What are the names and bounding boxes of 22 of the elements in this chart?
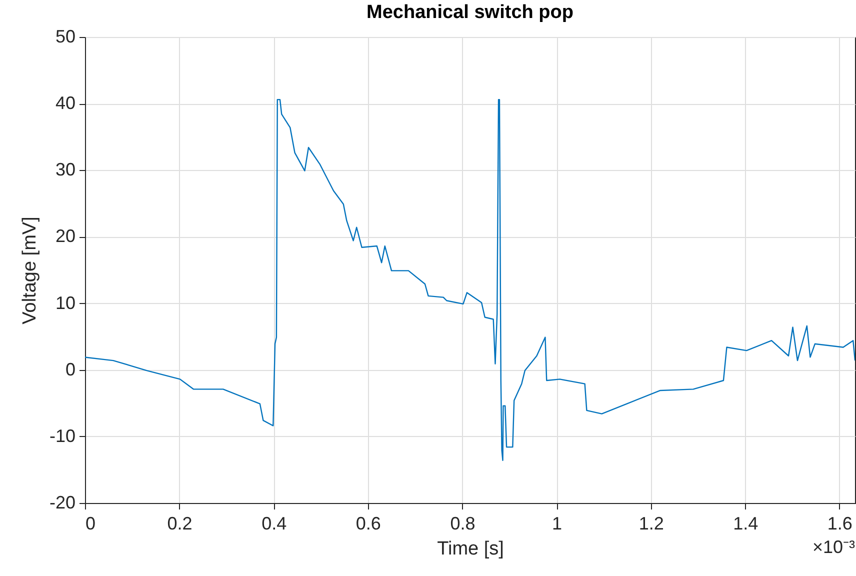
line-series [85,98,855,461]
x-tick-label: 1.4 [733,514,758,534]
x-tick-label: 0.4 [262,514,287,534]
x-tick-label: 1.6 [827,514,852,534]
x-axis-title: Time [s] [437,538,504,560]
y-tick-label: -20 [49,492,76,512]
x-tick-label: 1 [552,514,562,534]
y-tick-label: 40 [55,93,76,114]
y-tick-label: 20 [55,226,76,246]
chart-title: Mechanical switch pop [366,2,574,23]
y-tick-label: 10 [55,292,76,313]
x-tick-label: 0.2 [167,514,192,534]
y-tick-label: 30 [55,160,76,180]
x-tick-label: 0 [86,514,96,534]
y-tick-label: 0 [65,359,76,380]
y-axis-title: Voltage [mV] [19,216,40,324]
x-tick-label: 0.6 [356,514,381,534]
y-tick-label: 50 [55,26,76,46]
x-tick-label: 0.8 [450,514,476,534]
text: ×10⁻³ [812,537,855,557]
y-tick-label: -10 [49,426,76,446]
x-tick-label: 1.2 [638,514,664,534]
